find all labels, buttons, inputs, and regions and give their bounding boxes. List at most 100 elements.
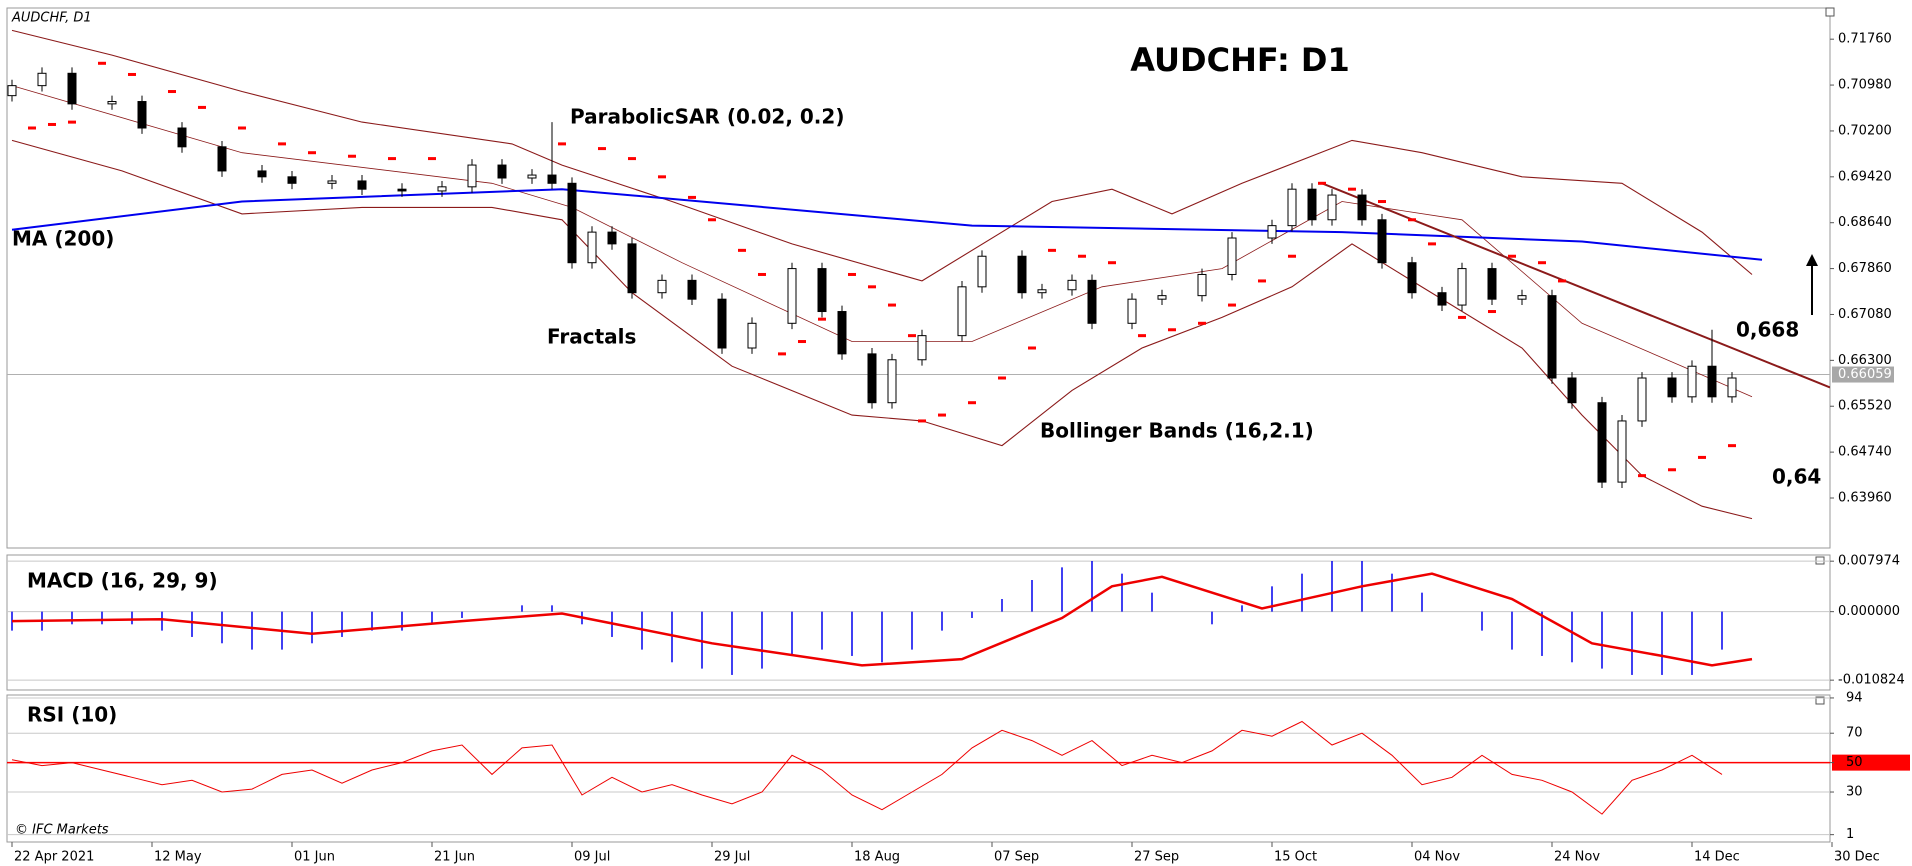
y-tick-label: 50 xyxy=(1846,755,1863,770)
candle-body xyxy=(1457,268,1467,306)
candle-body xyxy=(1637,377,1647,422)
candle-body xyxy=(1357,194,1367,221)
candle-body xyxy=(1547,295,1557,379)
rsi-title: RSI (10) xyxy=(27,703,117,727)
candle-body xyxy=(1087,279,1097,324)
candle-body xyxy=(567,182,577,264)
y-tick-label: 0.67860 xyxy=(1838,261,1892,276)
candle-body xyxy=(67,72,77,105)
y-tick-label: 30 xyxy=(1846,785,1863,800)
y-tick-label: 0.70200 xyxy=(1838,123,1892,138)
up-arrow xyxy=(1806,254,1818,315)
candle-body xyxy=(1067,279,1077,291)
x-tick-label: 12 May xyxy=(154,850,202,865)
candle-body xyxy=(467,164,477,188)
price-panel xyxy=(6,7,1831,549)
candle-body xyxy=(1377,219,1387,264)
y-tick-label: 0.69420 xyxy=(1838,169,1892,184)
candle-body xyxy=(547,174,557,184)
y-tick-label: 0.63960 xyxy=(1838,491,1892,506)
candle-body xyxy=(1287,188,1297,227)
panel-button[interactable] xyxy=(1815,556,1825,565)
candle-body xyxy=(1667,377,1677,398)
bollinger-middle xyxy=(11,85,1753,398)
rsi-plot xyxy=(7,697,1830,836)
x-tick-label: 09 Jul xyxy=(574,850,610,865)
level-label-box xyxy=(1832,754,1910,771)
bollinger-upper xyxy=(11,29,1753,282)
bollinger-label: Bollinger Bands (16,2.1) xyxy=(1040,419,1314,443)
candle-body xyxy=(1227,237,1237,275)
candle-body xyxy=(177,127,187,148)
candle-body xyxy=(1687,365,1697,398)
candle-body xyxy=(747,322,757,349)
fractals-label: Fractals xyxy=(547,325,636,349)
candle-body xyxy=(917,335,927,361)
y-tick-label: 0.67080 xyxy=(1838,307,1892,322)
candle-body xyxy=(1487,268,1497,300)
x-tick-label: 15 Oct xyxy=(1274,850,1317,865)
macd-signal xyxy=(11,572,1753,667)
candle-body xyxy=(627,243,637,294)
y-tick-label: 0.70980 xyxy=(1838,78,1892,93)
candle-body xyxy=(287,176,297,184)
candle-body xyxy=(527,174,537,179)
candle-body xyxy=(817,268,827,313)
x-tick-label: 22 Apr 2021 xyxy=(14,850,94,865)
candle-body xyxy=(1157,295,1167,300)
y-tick-label: 0.000000 xyxy=(1838,604,1900,619)
ma-line xyxy=(11,188,1763,261)
symbol-label: AUDCHF, D1 xyxy=(11,11,92,26)
target-label: 0,64 xyxy=(1772,465,1821,489)
candle-body xyxy=(977,255,987,288)
y-tick-label: 0.71760 xyxy=(1838,32,1892,47)
candle-body xyxy=(137,101,147,129)
candle-body xyxy=(1707,365,1717,398)
macd-panel xyxy=(6,554,1831,691)
last-price-label: 0.66059 xyxy=(1838,367,1892,382)
candle-body xyxy=(397,188,407,192)
target-label: 0,668 xyxy=(1736,318,1799,342)
y-tick-label: 0.66300 xyxy=(1838,353,1892,368)
x-tick-label: 01 Jun xyxy=(294,850,335,865)
candle-body xyxy=(257,170,267,178)
candle-body xyxy=(1567,377,1577,404)
y-tick-label: 0.68640 xyxy=(1838,215,1892,230)
macd-plot xyxy=(7,560,1830,681)
macd-title: MACD (16, 29, 9) xyxy=(27,569,218,593)
candle-body xyxy=(607,231,617,245)
x-tick-label: 24 Nov xyxy=(1554,850,1600,865)
candle-body xyxy=(1197,273,1207,297)
candle-body xyxy=(1597,402,1607,483)
candle-body xyxy=(867,353,877,404)
candle-body xyxy=(1037,289,1047,294)
x-tick-label: 30 Dec xyxy=(1834,850,1880,865)
candle-body xyxy=(107,101,117,105)
panel-button[interactable] xyxy=(1815,696,1825,705)
candle-body xyxy=(787,268,797,324)
y-tick-label: 0.007974 xyxy=(1838,554,1900,569)
candle-body xyxy=(7,85,17,97)
y-tick-label: 0.64740 xyxy=(1838,445,1892,460)
candle-body xyxy=(587,231,597,264)
candle-body xyxy=(1407,262,1417,294)
candle-body xyxy=(37,72,47,87)
candle-body xyxy=(1017,255,1027,294)
y-tick-label: 1 xyxy=(1846,827,1854,842)
candle-body xyxy=(1127,298,1137,324)
candle-body xyxy=(837,311,847,355)
trend-line xyxy=(1321,182,1830,389)
candle-body xyxy=(437,186,447,192)
x-tick-label: 04 Nov xyxy=(1414,850,1460,865)
ma-label: MA (200) xyxy=(12,227,114,251)
panel-button[interactable] xyxy=(1825,7,1835,17)
candle-body xyxy=(1617,420,1627,483)
y-tick-label: 94 xyxy=(1846,690,1863,705)
copyright: © IFC Markets xyxy=(15,823,109,838)
rsi-line xyxy=(11,720,1723,815)
x-tick-label: 27 Sep xyxy=(1134,850,1179,865)
axes: 0.71760 0.70980 0.70200 0.69420 0.68640 0.678… xyxy=(11,32,1910,865)
rsi-panel xyxy=(6,694,1831,843)
